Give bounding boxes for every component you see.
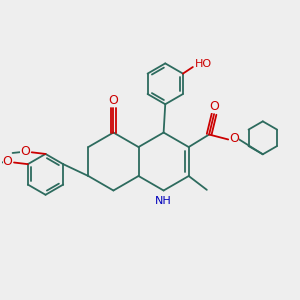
Text: NH: NH [155, 196, 172, 206]
Text: O: O [2, 155, 12, 168]
Text: O: O [209, 100, 219, 113]
Text: O: O [109, 94, 118, 107]
Text: HO: HO [195, 59, 212, 69]
Text: O: O [229, 132, 239, 145]
Text: O: O [20, 145, 30, 158]
